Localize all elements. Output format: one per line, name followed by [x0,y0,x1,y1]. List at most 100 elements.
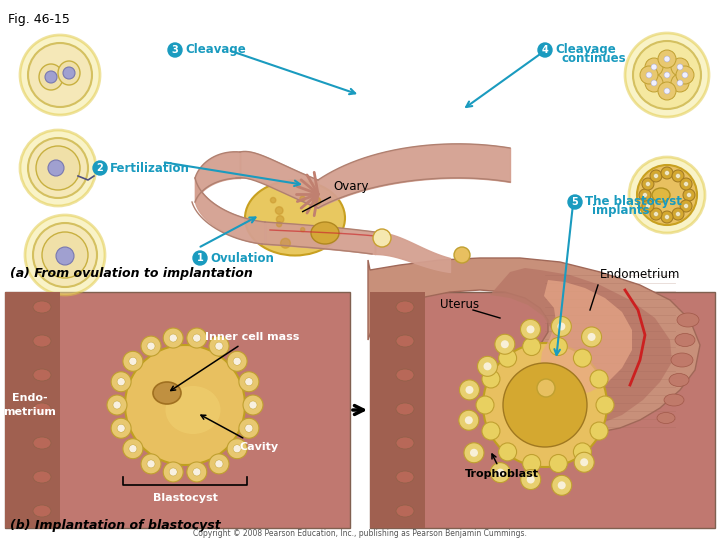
Circle shape [658,82,676,100]
Ellipse shape [33,403,51,415]
Circle shape [63,67,75,79]
Circle shape [233,357,241,365]
Text: 5: 5 [572,197,578,207]
Circle shape [629,157,705,233]
Circle shape [300,196,305,201]
Polygon shape [490,268,672,426]
Circle shape [239,372,259,392]
Ellipse shape [33,471,51,483]
Circle shape [549,338,567,355]
Circle shape [113,401,121,409]
Circle shape [28,138,88,198]
Circle shape [271,198,276,203]
Ellipse shape [396,335,414,347]
Text: Copyright © 2008 Pearson Education, Inc., publishing as Pearson Benjamin Cumming: Copyright © 2008 Pearson Education, Inc.… [193,529,527,538]
Text: (a) From ovulation to implantation: (a) From ovulation to implantation [10,267,253,280]
Text: Fig. 46-15: Fig. 46-15 [8,13,70,26]
Circle shape [275,207,283,214]
Circle shape [477,356,498,376]
Text: Cleavage: Cleavage [185,44,246,57]
Circle shape [671,58,689,76]
Circle shape [169,334,177,342]
Text: Cleavage: Cleavage [555,44,616,57]
Circle shape [107,395,127,415]
Circle shape [664,56,670,62]
Circle shape [642,200,654,212]
Circle shape [476,396,494,414]
Circle shape [661,167,673,179]
Circle shape [36,146,80,190]
Circle shape [558,481,566,489]
Text: implants: implants [592,204,649,217]
Text: Inner cell mass: Inner cell mass [171,332,300,390]
Circle shape [683,181,688,186]
Circle shape [129,445,137,453]
Circle shape [147,342,155,350]
Circle shape [111,418,131,438]
Circle shape [677,64,683,70]
Text: continues: continues [562,52,626,65]
Circle shape [557,322,565,330]
Circle shape [20,130,96,206]
Text: Endo-
metrium: Endo- metrium [4,394,56,416]
Circle shape [645,74,663,92]
Circle shape [523,455,541,472]
Circle shape [490,463,510,483]
Ellipse shape [396,369,414,381]
Circle shape [496,469,504,477]
Circle shape [498,443,516,461]
Text: 3: 3 [171,45,179,55]
Circle shape [163,328,183,348]
Circle shape [664,88,670,94]
Circle shape [651,80,657,86]
Circle shape [590,370,608,388]
Circle shape [675,212,680,217]
Circle shape [233,445,241,453]
Circle shape [20,35,100,115]
Circle shape [588,333,595,341]
Circle shape [464,443,484,463]
Ellipse shape [396,301,414,313]
Circle shape [527,476,535,483]
Circle shape [498,349,516,367]
Circle shape [523,338,541,355]
Circle shape [209,336,229,356]
Circle shape [625,33,709,117]
Circle shape [646,72,652,78]
Circle shape [56,247,74,265]
Circle shape [245,378,253,386]
Circle shape [645,181,650,186]
Circle shape [111,372,131,392]
Circle shape [521,470,541,490]
Circle shape [582,327,602,347]
Circle shape [93,161,107,175]
Ellipse shape [245,180,345,255]
Circle shape [650,170,662,182]
Circle shape [640,66,658,84]
Circle shape [658,66,676,84]
Circle shape [209,454,229,474]
Circle shape [125,345,245,465]
Text: (b) Implantation of blastocyst: (b) Implantation of blastocyst [10,519,221,532]
Circle shape [683,204,688,208]
Circle shape [33,223,97,287]
Circle shape [245,424,253,432]
Ellipse shape [33,505,51,517]
Circle shape [459,380,480,400]
Circle shape [42,232,88,278]
Ellipse shape [671,353,693,367]
Circle shape [639,189,651,201]
Circle shape [650,208,662,220]
FancyBboxPatch shape [370,292,425,528]
Circle shape [503,363,587,447]
Circle shape [129,357,137,365]
Circle shape [501,340,509,348]
Circle shape [186,462,207,482]
Circle shape [495,334,515,354]
Circle shape [672,170,684,182]
Circle shape [117,424,125,432]
Circle shape [573,349,591,367]
Circle shape [596,396,614,414]
FancyBboxPatch shape [5,292,350,528]
Circle shape [193,251,207,265]
